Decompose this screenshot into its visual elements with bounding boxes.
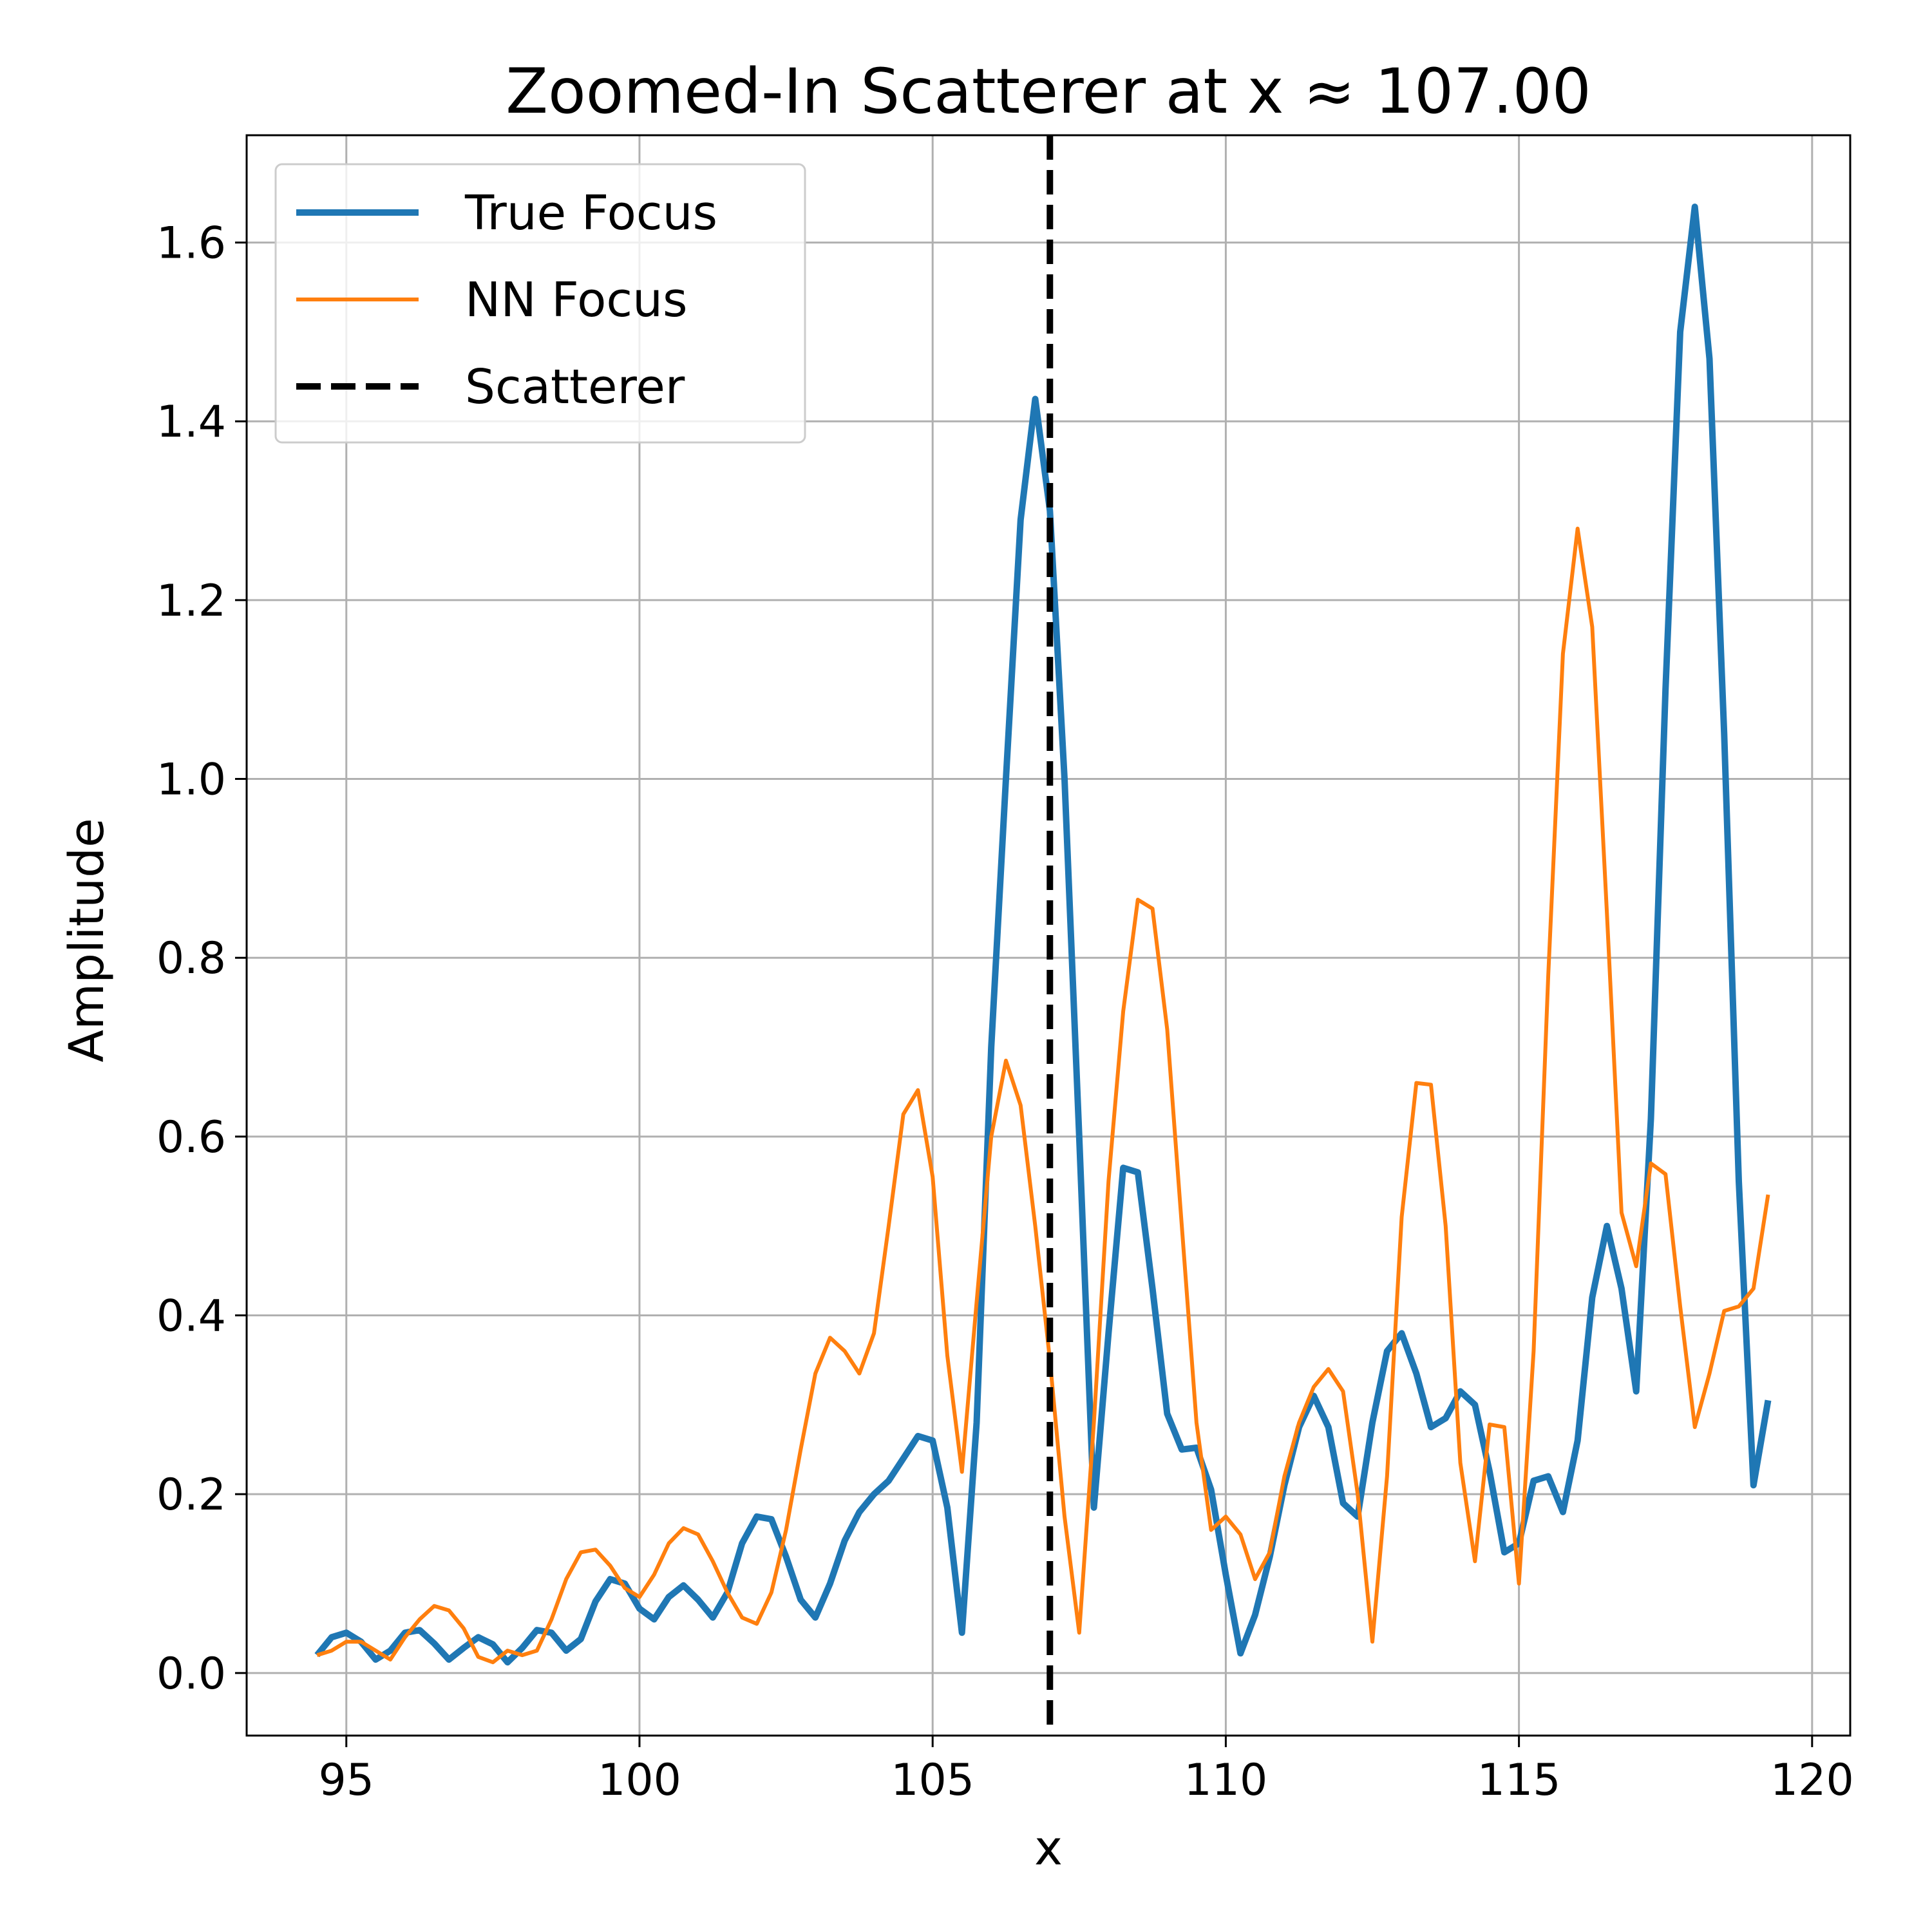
y-tick-label: 1.6 (156, 218, 226, 269)
y-tick-label: 0.6 (156, 1112, 226, 1163)
legend-label-true-focus: True Focus (464, 185, 717, 241)
x-tick-label: 110 (1184, 1755, 1268, 1806)
plot-frame (245, 134, 1852, 1737)
y-tick-label: 1.0 (156, 755, 226, 806)
x-tick-label: 120 (1770, 1755, 1854, 1806)
y-tick-label: 1.2 (156, 576, 226, 627)
chart-title: Zoomed-In Scatterer at x ≈ 107.00 (506, 55, 1591, 128)
legend-label-scatterer: Scatterer (465, 359, 685, 415)
y-tick-label: 0.0 (156, 1649, 226, 1700)
x-axis-label: x (1034, 1821, 1063, 1876)
x-tick-label: 100 (598, 1755, 681, 1806)
y-tick-label: 1.4 (156, 397, 226, 448)
y-axis-ticks: 0.0 0.2 0.4 0.6 0.8 1.0 1.2 1.4 1.6 (156, 218, 247, 1700)
x-tick-label: 95 (319, 1755, 375, 1806)
x-tick-label: 115 (1477, 1755, 1561, 1806)
x-tick-label: 105 (891, 1755, 974, 1806)
y-tick-label: 0.2 (156, 1470, 226, 1520)
legend-box (274, 163, 806, 444)
nn-focus-series-line (316, 526, 1770, 1665)
x-axis-ticks: 95 100 105 110 115 120 (319, 1736, 1854, 1806)
true-focus-series-line (314, 204, 1772, 1666)
y-axis-label: Amplitude (59, 818, 115, 1062)
series-layer (314, 204, 1772, 1666)
legend-label-nn-focus: NN Focus (465, 272, 688, 328)
y-tick-label: 0.8 (156, 933, 226, 984)
y-tick-label: 0.4 (156, 1291, 226, 1342)
legend: True Focus NN Focus Scatterer (274, 163, 806, 444)
